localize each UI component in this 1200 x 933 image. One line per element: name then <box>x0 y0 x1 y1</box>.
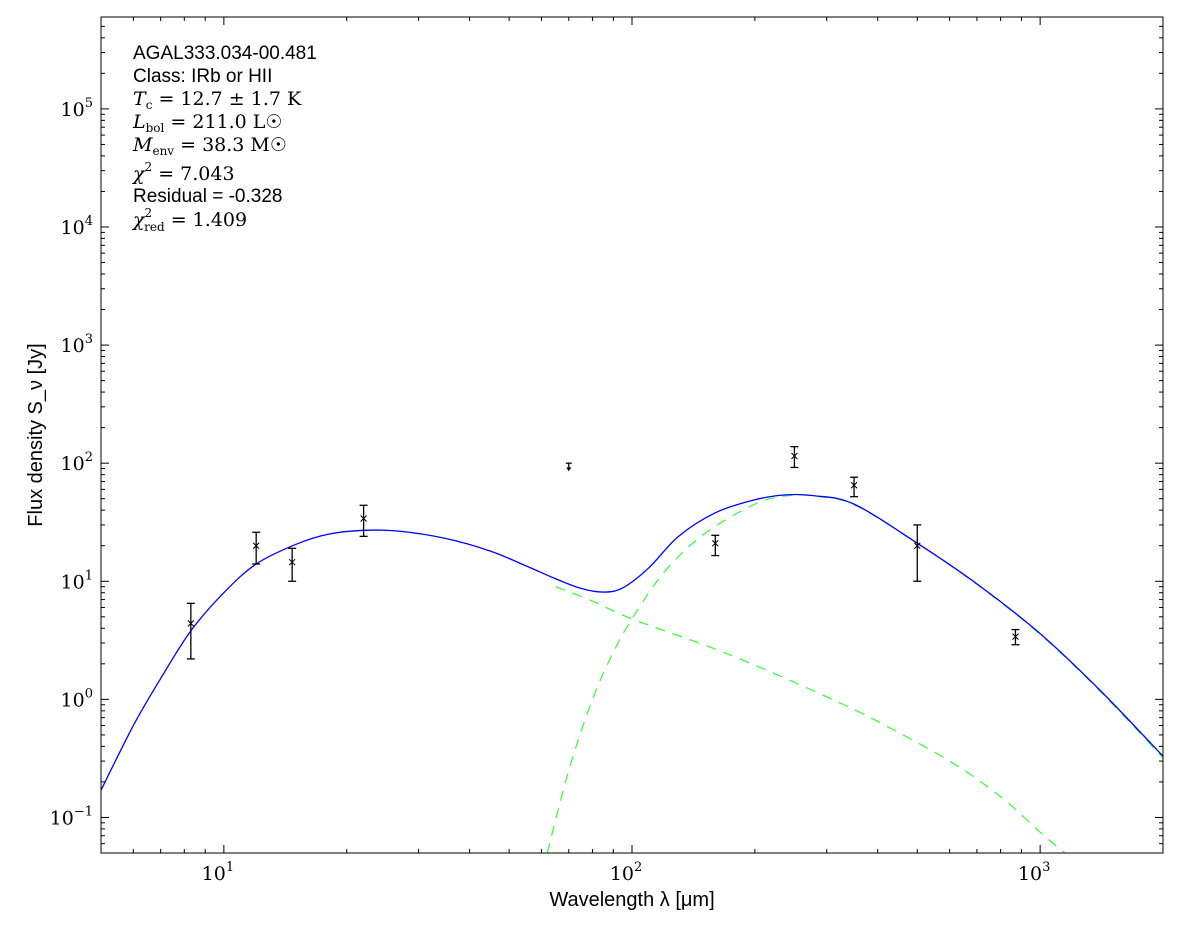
data-point <box>711 534 720 557</box>
down-arrow-icon <box>566 467 572 472</box>
chi-squared: χ2 = 7.043 <box>131 160 235 185</box>
reduced-chi-squared: χ2 red = 1.409 <box>131 206 247 234</box>
x-marker <box>1012 633 1019 640</box>
y-tick-label: 103 <box>61 332 93 357</box>
model-curves <box>101 493 1163 853</box>
x-tick-label: 103 <box>1018 860 1050 885</box>
upper-limit <box>565 462 572 472</box>
axis-ticks: 101 102 103 10−1 100 101 102 103 104 105 <box>50 16 1164 885</box>
envelope-mass: Menv = 38.3 M☉ <box>132 134 287 158</box>
residual: Residual = -0.328 <box>133 186 282 207</box>
x-marker <box>850 481 858 489</box>
plot-frame <box>100 16 1164 854</box>
data-point <box>252 531 261 565</box>
data-point <box>790 446 799 469</box>
data-point <box>359 504 368 538</box>
x-axis-label: Wavelength λ [μm] <box>549 889 714 911</box>
x-marker <box>187 620 195 627</box>
luminosity: Lbol = 211.0 L☉ <box>132 111 282 135</box>
x-marker <box>711 539 719 547</box>
x-tick-label: 101 <box>202 860 234 885</box>
y-tick-label: 100 <box>61 686 93 711</box>
data-points <box>186 446 1020 660</box>
x-tick-label: 102 <box>610 860 642 885</box>
source-class: Class: IRb or HII <box>133 66 272 87</box>
y-tick-label: 102 <box>61 450 93 475</box>
y-tick-label: 104 <box>61 214 93 239</box>
data-point <box>913 524 922 582</box>
x-marker <box>288 558 296 566</box>
source-name: AGAL333.034-00.481 <box>133 43 317 64</box>
data-point <box>288 547 297 582</box>
component-model-curve-1 <box>555 586 1066 853</box>
x-marker <box>913 542 921 550</box>
data-point <box>1011 628 1020 646</box>
x-marker <box>360 515 367 522</box>
y-tick-label: 105 <box>61 96 93 121</box>
data-point <box>850 476 859 498</box>
x-marker <box>252 542 260 550</box>
total-model-curve <box>101 493 1163 791</box>
y-tick-label: 101 <box>61 568 93 593</box>
y-axis-label: Flux density S_ν [Jy] <box>25 343 47 526</box>
x-marker <box>791 452 798 460</box>
temperature: Tc = 12.7 ± 1.7 K <box>133 88 302 112</box>
data-point <box>186 602 195 660</box>
y-tick-label: 10−1 <box>50 804 93 829</box>
fit-annotations: AGAL333.034-00.481 Class: IRb or HII Tc … <box>131 43 317 234</box>
component-model-curve-2 <box>546 494 1163 853</box>
